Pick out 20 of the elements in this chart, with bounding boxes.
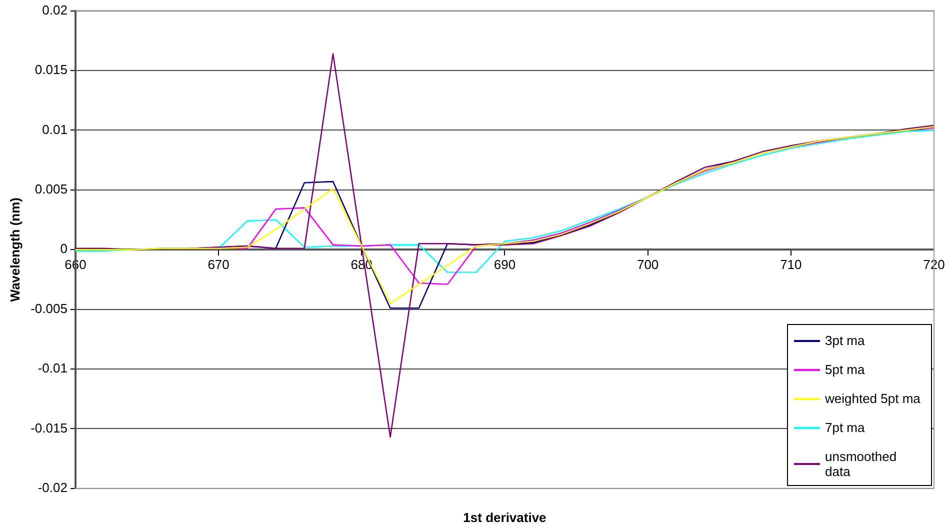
y-tick-label: 0 bbox=[60, 241, 68, 256]
y-tick-label: -0.015 bbox=[30, 420, 68, 436]
y-tick-label: 0.02 bbox=[42, 2, 68, 18]
x-axis-title: 1st derivative bbox=[463, 510, 546, 525]
legend-label: 5pt ma bbox=[825, 362, 865, 378]
x-tick-label: 670 bbox=[208, 256, 230, 272]
y-tick-label: -0.01 bbox=[38, 360, 68, 376]
x-tick-label: 690 bbox=[494, 256, 516, 272]
y-tick-label: 0.01 bbox=[42, 122, 68, 137]
x-tick-label: 710 bbox=[780, 256, 802, 272]
y-tick-label: 0.015 bbox=[34, 62, 68, 78]
legend-label: weighted 5pt ma bbox=[825, 391, 920, 406]
legend-label: 3pt ma bbox=[825, 333, 865, 348]
legend-label: unsmoothed data bbox=[825, 449, 898, 480]
x-tick-label: 700 bbox=[636, 256, 659, 272]
y-tick-label: -0.02 bbox=[38, 480, 68, 495]
legend-label: 7pt ma bbox=[825, 420, 865, 436]
y-axis-title: Wavelength (nm) bbox=[7, 197, 22, 302]
y-tick-label: -0.005 bbox=[30, 300, 68, 316]
y-tick-label: 0.005 bbox=[34, 181, 68, 196]
